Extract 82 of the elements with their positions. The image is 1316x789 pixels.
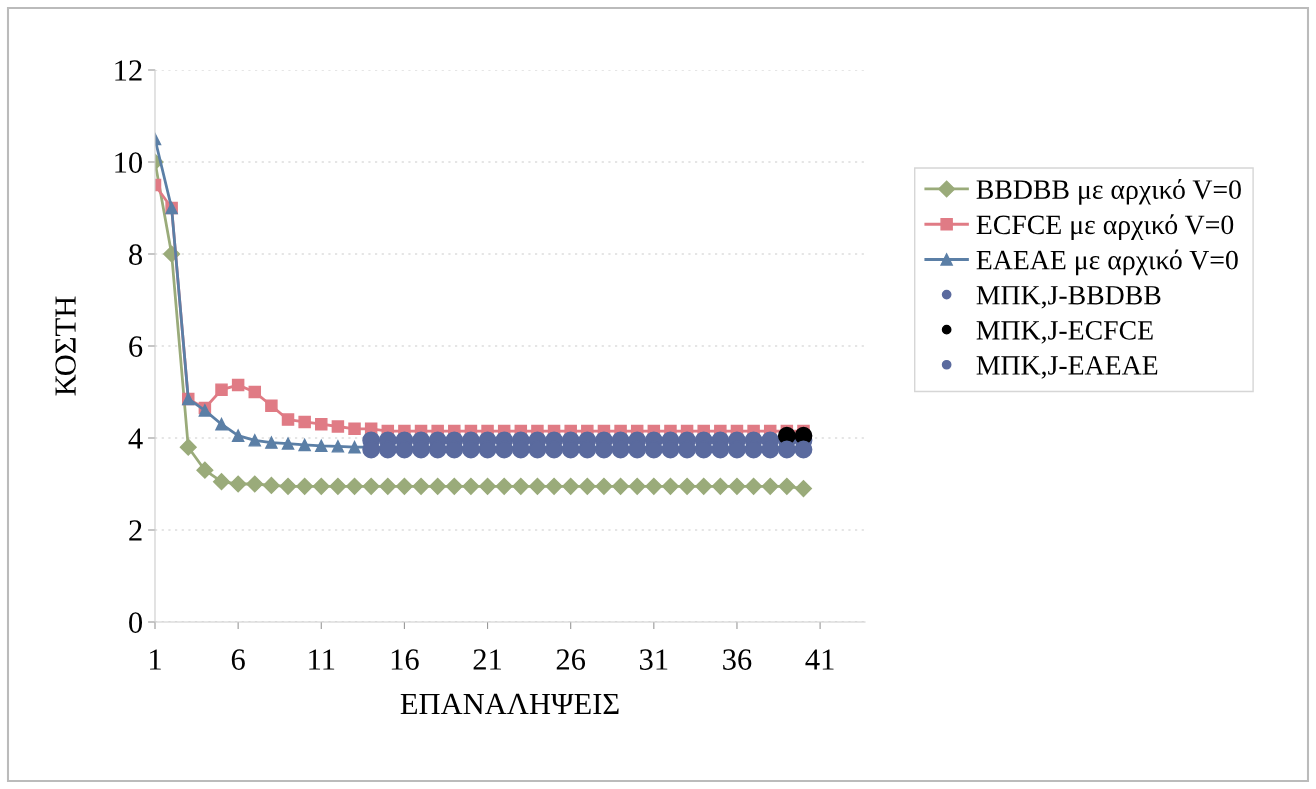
- x-tick-label: 16: [391, 649, 419, 670]
- point: [331, 440, 345, 453]
- point: [445, 477, 463, 495]
- point: [281, 413, 295, 426]
- point: [612, 477, 630, 495]
- point: [248, 434, 262, 447]
- point: [231, 378, 245, 392]
- point: [412, 477, 430, 495]
- x-tick-label: 1: [150, 649, 161, 670]
- point: [645, 477, 663, 495]
- x-tick-label: 21: [473, 649, 501, 670]
- point: [661, 477, 680, 495]
- point: [212, 473, 231, 491]
- y-tick-label: 4: [128, 428, 143, 449]
- point: [362, 477, 380, 495]
- point: [265, 436, 278, 449]
- x-tick-label: 6: [231, 649, 245, 670]
- x-tick-label: 41: [805, 649, 834, 670]
- point: [495, 477, 513, 495]
- point: [728, 477, 746, 495]
- point: [562, 477, 580, 495]
- point: [761, 477, 779, 495]
- y-tick-label: 2: [129, 520, 142, 541]
- point: [578, 477, 596, 495]
- point: [179, 438, 197, 456]
- y-tick-label: 10: [115, 152, 143, 173]
- point: [329, 477, 347, 495]
- point: [345, 477, 364, 495]
- point: [246, 475, 264, 493]
- x-tick-label: 26: [556, 649, 586, 670]
- point: [262, 476, 280, 494]
- y-tick-label: 8: [129, 244, 143, 265]
- point: [331, 420, 345, 433]
- legend-label: ΜΠΚ,J-BBDBB: [976, 286, 1161, 309]
- point: [229, 475, 247, 493]
- y-tick-label: 6: [129, 336, 143, 357]
- point: [348, 422, 361, 436]
- legend-label: ΜΠΚ,J-ECFCE: [976, 321, 1153, 344]
- point: [395, 477, 413, 495]
- point: [462, 477, 480, 495]
- point: [512, 477, 530, 495]
- point: [379, 477, 397, 495]
- point: [479, 477, 497, 495]
- point: [777, 440, 796, 459]
- point: [711, 477, 729, 495]
- point: [281, 437, 295, 450]
- point: [595, 477, 613, 495]
- point: [778, 477, 796, 495]
- point: [678, 477, 696, 495]
- point: [196, 461, 214, 479]
- point: [279, 477, 297, 495]
- point: [248, 385, 262, 399]
- y-tick-label: 0: [129, 612, 143, 633]
- point: [315, 439, 328, 453]
- point: [215, 417, 228, 431]
- point: [745, 477, 763, 495]
- point: [215, 383, 228, 396]
- point: [545, 477, 563, 495]
- x-tick-label: 36: [723, 649, 752, 670]
- point: [296, 477, 314, 495]
- x-axis-title: ΕΠΑΝΑΛΗΨΕΙΣ: [400, 693, 619, 714]
- point: [794, 480, 813, 498]
- legend-label: BBDBB με αρχικό V=0: [976, 179, 1241, 205]
- point: [298, 438, 311, 452]
- y-axis-title: ΚΟΣΤΗ: [55, 296, 76, 396]
- point: [794, 440, 813, 459]
- point: [348, 440, 361, 454]
- point: [528, 477, 546, 495]
- y-tick-label: 12: [115, 60, 142, 81]
- point: [298, 415, 311, 429]
- point: [628, 477, 646, 495]
- point: [429, 477, 447, 495]
- point: [315, 417, 328, 431]
- point: [695, 477, 713, 495]
- legend-label: ECFCE με αρχικό V=0: [976, 214, 1234, 240]
- x-tick-label: 11: [309, 649, 335, 670]
- point: [265, 399, 278, 413]
- legend-label: EAEAE με αρχικό V=0: [976, 249, 1238, 276]
- x-tick-label: 31: [640, 649, 668, 670]
- point: [231, 429, 245, 442]
- point: [312, 477, 330, 495]
- legend-label: ΜΠΚ,J-EAEAE: [976, 356, 1158, 379]
